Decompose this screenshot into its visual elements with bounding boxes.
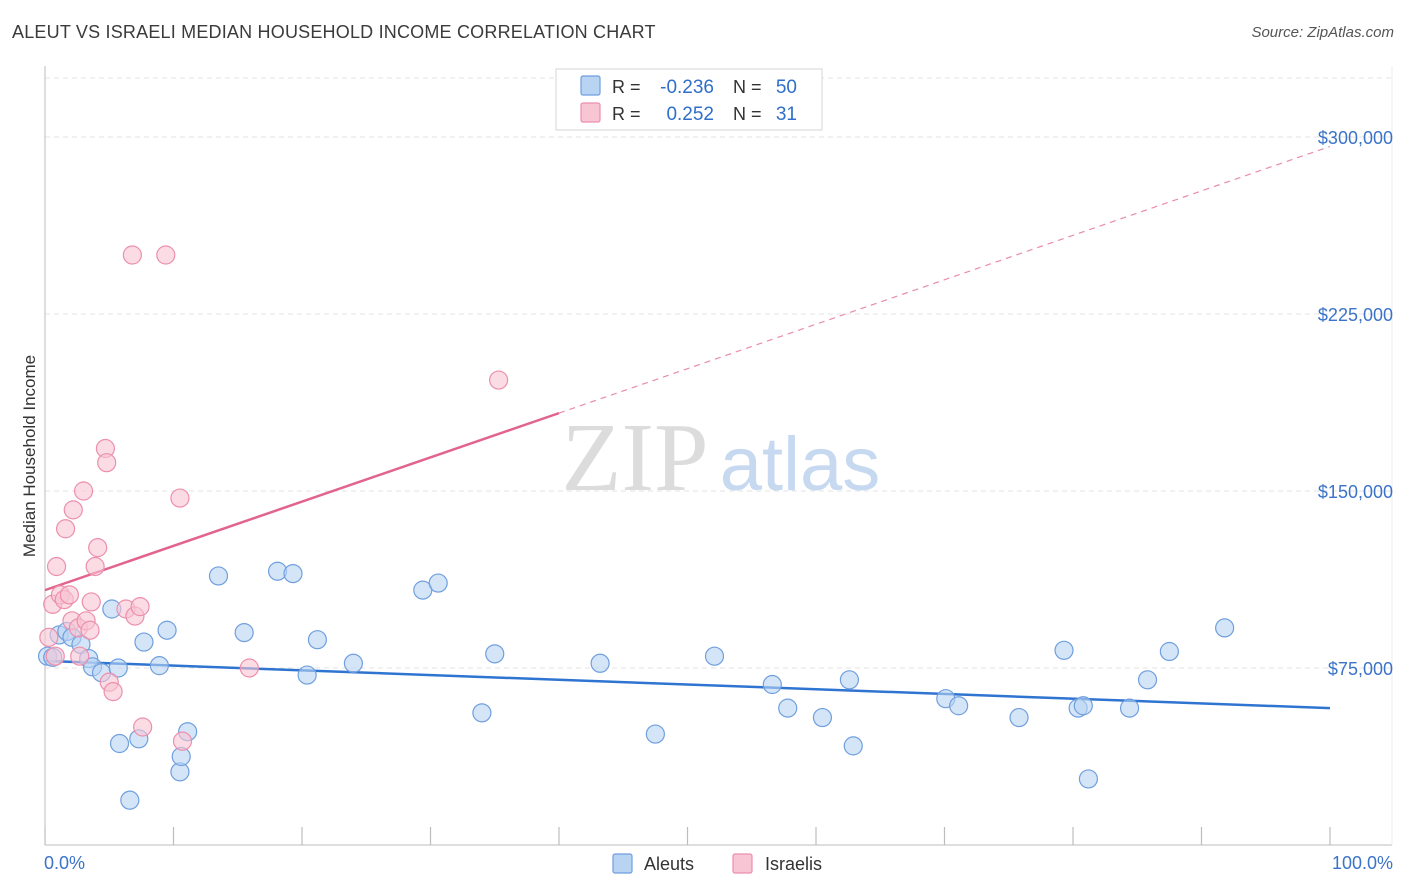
israeli-trend-line — [44, 411, 560, 592]
source-note: Source: ZipAtlas.com — [1251, 24, 1394, 41]
israeli-point-6 — [55, 519, 76, 539]
aleut-trend-line — [44, 659, 1331, 710]
legend-n-value-aleuts: 50 — [776, 77, 797, 98]
axes: $75,000 $150,000 $225,000 $300,000 0.0% 100.0… — [44, 66, 1393, 873]
aleut-point-24 — [297, 665, 317, 685]
aleut-point-44 — [1073, 696, 1093, 716]
aleut-point-46 — [1119, 698, 1140, 718]
aleut-point-14 — [134, 632, 154, 652]
x-tick-label-0: 0.0% — [44, 853, 85, 873]
aleut-point-26 — [343, 653, 363, 673]
legend-n-label-aleuts: N = — [733, 77, 762, 97]
legend-swatch-israelis — [580, 102, 601, 123]
israeli-point-11 — [70, 646, 90, 666]
data-points — [37, 245, 1235, 810]
israeli-point-21 — [103, 681, 123, 702]
bottom-legend-swatch-israelis — [732, 853, 753, 874]
y-axis-label: Median Household Income — [20, 355, 39, 557]
gridlines — [45, 77, 1392, 669]
israeli-point-16 — [85, 556, 105, 577]
israeli-point-12 — [73, 481, 94, 501]
israeli-point-9 — [63, 500, 83, 520]
israeli-point-25 — [130, 597, 150, 617]
aleut-point-47 — [1137, 670, 1158, 690]
y-tick-label-2: $225,000 — [1318, 305, 1393, 325]
aleut-point-37 — [839, 670, 860, 690]
aleut-point-32 — [645, 724, 665, 744]
y-tick-label-1: $150,000 — [1318, 482, 1393, 502]
bottom-legend-swatch-aleuts — [612, 853, 633, 874]
aleut-point-31 — [590, 653, 610, 673]
aleut-point-16 — [157, 620, 177, 640]
correlation-legend: R = -0.236 N = 50 R = 0.252 N = 31 — [555, 68, 823, 131]
x-tick-label-1: 100.0% — [1332, 853, 1393, 873]
legend-n-value-israelis: 31 — [776, 104, 797, 125]
watermark-zip: ZIP — [562, 404, 709, 512]
bottom-legend-label-israelis: Israelis — [765, 854, 822, 874]
israeli-trend-extension — [558, 145, 1331, 414]
aleut-point-42 — [1054, 640, 1074, 660]
aleut-point-10 — [108, 658, 128, 678]
legend-r-label-aleuts: R = — [612, 77, 641, 97]
israeli-point-27 — [156, 245, 176, 265]
series-legend: Aleuts Israelis — [612, 853, 822, 874]
israeli-point-19 — [97, 453, 117, 473]
aleut-point-23 — [283, 563, 303, 584]
legend-r-value-aleuts: -0.236 — [660, 77, 714, 98]
aleut-point-15 — [149, 656, 169, 676]
y-tick-label-3: $300,000 — [1318, 128, 1393, 148]
aleut-point-11 — [109, 733, 130, 754]
legend-swatch-aleuts — [580, 75, 601, 96]
legend-r-label-israelis: R = — [612, 104, 641, 124]
bottom-legend-label-aleuts: Aleuts — [644, 854, 694, 874]
aleut-point-36 — [812, 707, 833, 728]
aleut-point-25 — [307, 630, 328, 650]
israeli-point-26 — [133, 717, 153, 737]
aleut-point-21 — [234, 622, 254, 643]
aleut-point-48 — [1159, 641, 1179, 662]
israeli-point-7 — [59, 585, 80, 605]
aleut-point-49 — [1215, 618, 1235, 638]
aleut-point-34 — [762, 674, 782, 695]
aleut-point-35 — [778, 698, 798, 718]
watermark-atlas: atlas — [720, 422, 881, 507]
y-tick-label-0: $75,000 — [1328, 659, 1393, 679]
israeli-point-15 — [81, 592, 101, 612]
chart-title: ALEUT VS ISRAELI MEDIAN HOUSEHOLD INCOME… — [12, 22, 656, 42]
israeli-point-29 — [172, 731, 193, 751]
israeli-point-0 — [39, 627, 59, 647]
israeli-point-28 — [170, 488, 190, 508]
aleut-point-28 — [428, 573, 448, 593]
israeli-point-14 — [80, 620, 100, 640]
aleut-point-12 — [120, 790, 140, 810]
aleut-point-30 — [485, 644, 505, 664]
aleut-point-40 — [949, 696, 969, 716]
trend-lines — [44, 145, 1331, 710]
legend-n-label-israelis: N = — [733, 104, 762, 124]
aleut-point-33 — [704, 646, 725, 666]
aleut-point-29 — [472, 703, 492, 723]
aleut-point-41 — [1009, 707, 1029, 728]
aleut-point-38 — [843, 736, 863, 756]
israeli-point-31 — [489, 370, 509, 390]
israeli-point-17 — [88, 538, 108, 558]
israeli-point-23 — [122, 245, 142, 265]
aleut-point-20 — [208, 566, 229, 586]
israeli-point-3 — [46, 556, 67, 577]
aleut-point-45 — [1078, 769, 1099, 789]
israeli-point-2 — [45, 646, 65, 666]
israeli-point-30 — [239, 658, 259, 678]
legend-r-value-israelis: 0.252 — [666, 104, 714, 125]
